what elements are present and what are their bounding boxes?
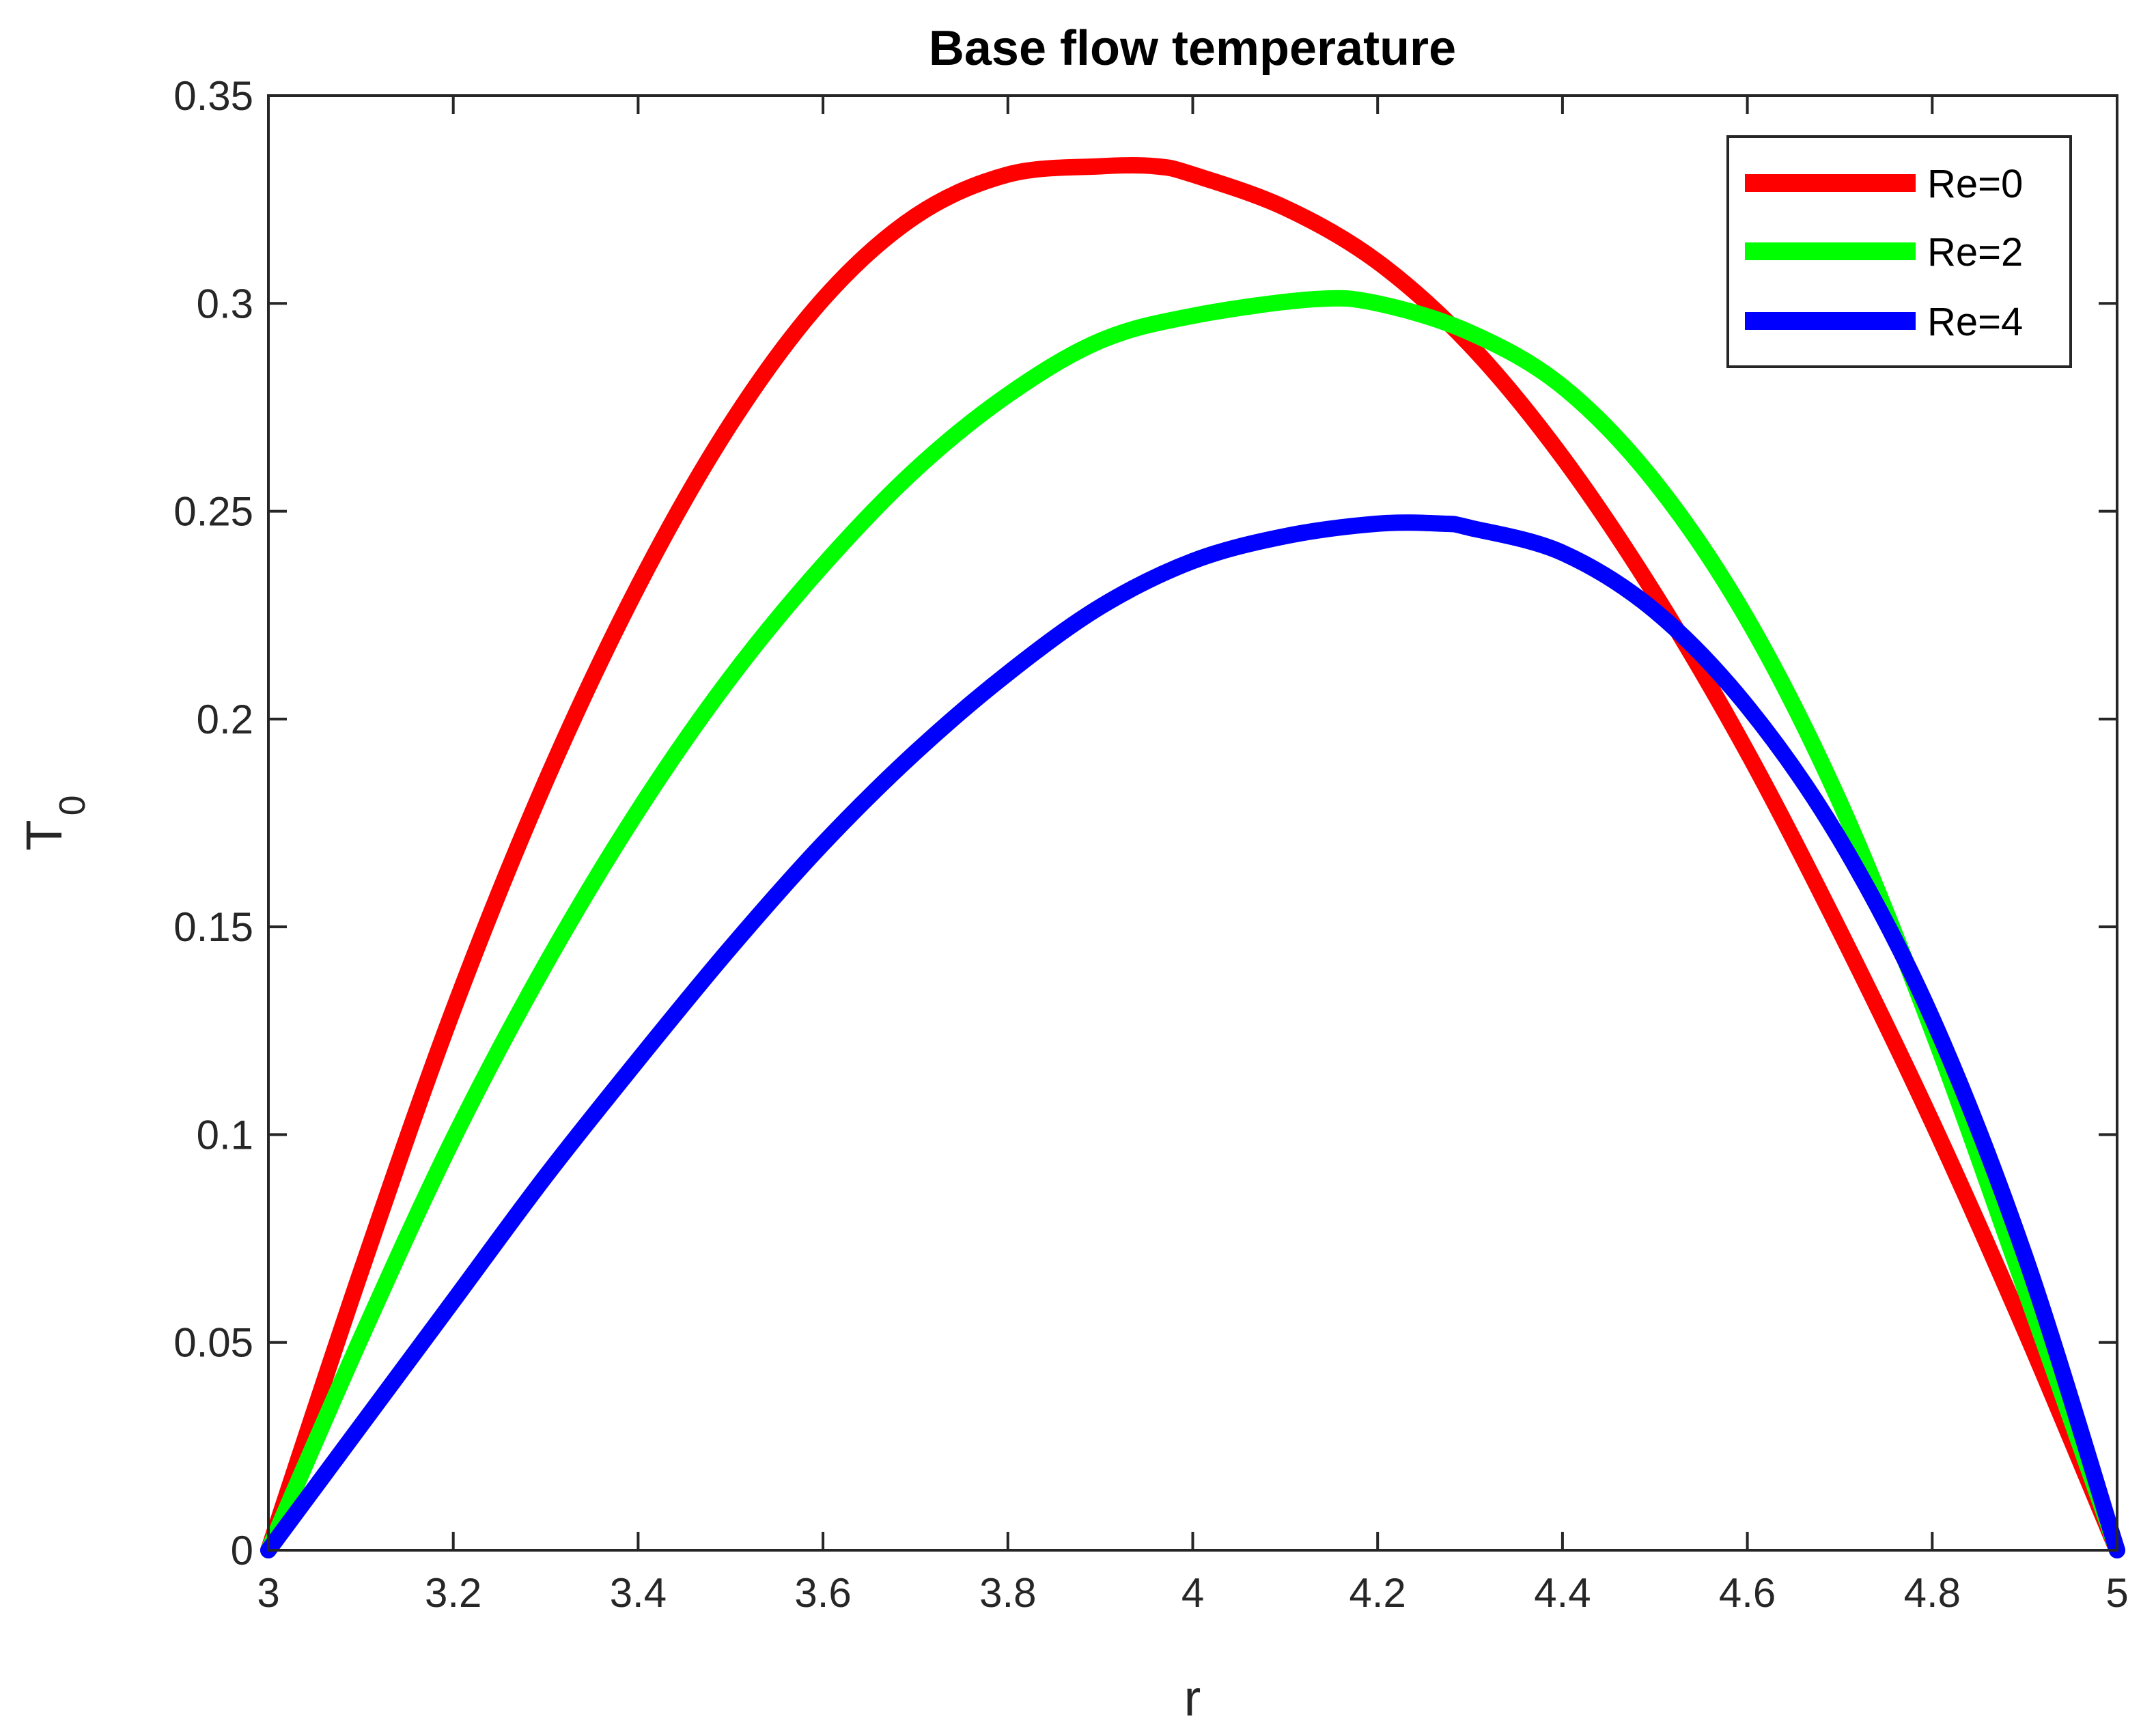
y-tick-label: 0.05 (173, 1320, 253, 1366)
y-tick-label: 0.2 (197, 697, 253, 742)
y-tick-label: 0.1 (197, 1112, 253, 1158)
x-tick-label: 3.2 (425, 1570, 481, 1616)
y-axis-label-subscript: 0 (52, 795, 93, 815)
x-tick-label: 4.4 (1534, 1570, 1591, 1616)
x-axis-label: r (1184, 1670, 1201, 1726)
legend: Re=0 Re=2 Re=4 (1726, 135, 2072, 368)
x-tick-label: 5 (2105, 1570, 2128, 1616)
legend-label-re4: Re=4 (1927, 300, 2023, 344)
y-axis-label-main: T (16, 820, 72, 850)
y-tick-label: 0.25 (173, 489, 253, 535)
series-line-re4 (260, 514, 2125, 1558)
y-tick-label: 0.35 (173, 73, 253, 119)
legend-label-re2: Re=2 (1927, 230, 2023, 275)
series-lines (260, 156, 2125, 1558)
y-tick-label: 0.3 (197, 281, 253, 326)
y-tick-label: 0 (231, 1528, 253, 1573)
x-tick-label: 3.6 (794, 1570, 851, 1616)
chart-title: Base flow temperature (929, 21, 1456, 76)
svg-text:T0: T0 (16, 795, 93, 850)
x-tick-label: 4.8 (1904, 1570, 1961, 1616)
x-tick-label: 3.8 (979, 1570, 1036, 1616)
x-tick-label: 4.6 (1719, 1570, 1776, 1616)
x-tick-label: 4.2 (1349, 1570, 1405, 1616)
legend-label-re0: Re=0 (1927, 162, 2023, 206)
axis-ticks: 3 3.2 3.4 3.6 3.8 4 4.2 4.4 4.6 4.8 5 0 0.05 0.1 0.15 0… (173, 73, 2128, 1616)
x-tick-label: 3 (257, 1570, 279, 1616)
x-tick-label: 3.4 (610, 1570, 667, 1616)
y-tick-label: 0.15 (173, 904, 253, 950)
y-axis-label: T0 (16, 795, 93, 850)
series-line-re0 (260, 156, 2125, 1558)
x-tick-label: 4 (1181, 1570, 1204, 1616)
